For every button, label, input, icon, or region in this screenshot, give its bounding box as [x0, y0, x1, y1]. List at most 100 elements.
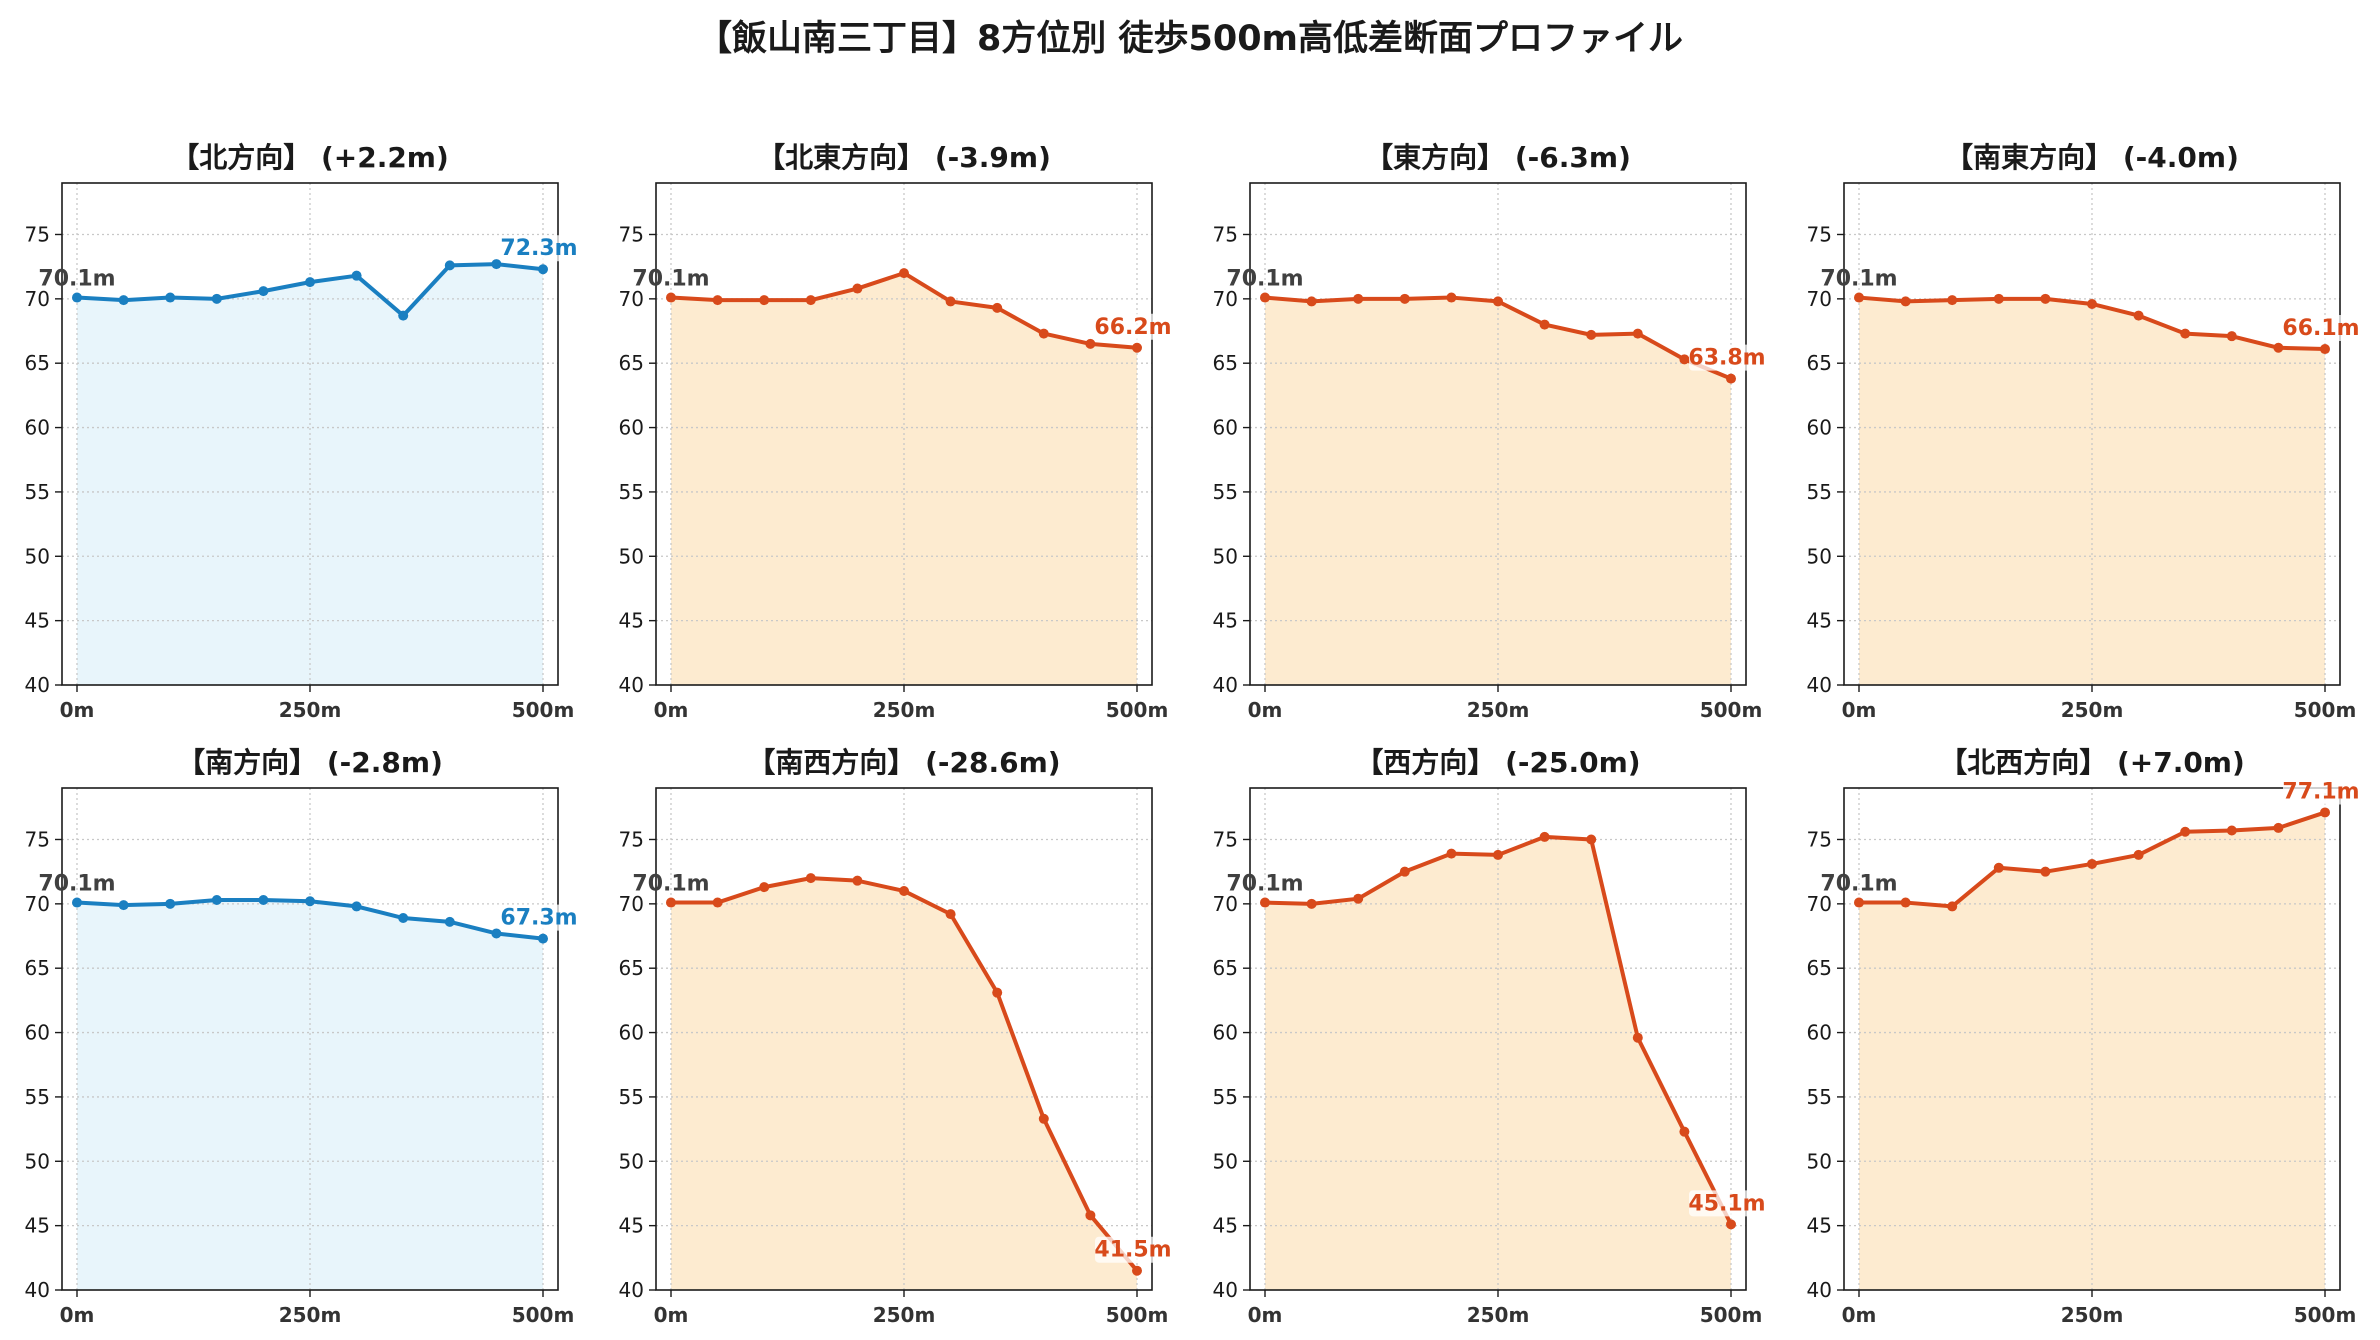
panel-7-ytick-label-0: 40 [1213, 1278, 1238, 1302]
page-title: 【飯山南三丁目】8方位別 徒歩500m高低差断面プロファイル [696, 19, 1684, 59]
panel-6-start-label: 70.1m [632, 872, 709, 897]
panel-5-xtick-label-1: 250m [279, 1303, 342, 1327]
panel-2-point-3 [805, 295, 816, 306]
panel-3-point-1 [1306, 296, 1317, 307]
panel-6-xtick-label-0: 0m [654, 1303, 689, 1327]
panel-4-ytick-label-6: 70 [1807, 287, 1832, 311]
panel-3-ytick-label-6: 70 [1213, 287, 1238, 311]
panel-5-point-5 [305, 896, 315, 907]
panel-2-xtick-label-2: 500m [1106, 698, 1169, 722]
panel-4-point-4 [2040, 293, 2051, 304]
panel-4-ytick-label-1: 45 [1807, 609, 1832, 633]
panel-6-point-8 [1038, 1113, 1049, 1124]
panel-7-point-4 [1446, 848, 1457, 859]
panel-3-xtick-label-1: 250m [1467, 698, 1530, 722]
panel-8-frame [1843, 787, 2341, 1291]
panel-4-ytick-label-4: 60 [1807, 416, 1832, 440]
panel-1-end-label-bg [501, 235, 577, 262]
panel-8-point-1 [1900, 897, 1911, 908]
panel-8-point-9 [2273, 822, 2284, 833]
panel-3-point-2 [1353, 293, 1364, 304]
panel-8-ytick-label-4: 60 [1807, 1021, 1832, 1045]
panel-4-point-3 [1993, 293, 2004, 304]
panel-8-end-label-bg [2283, 778, 2359, 805]
panel-7-frame [1249, 787, 1747, 1291]
panel-6-ytick-label-0: 40 [619, 1278, 644, 1302]
panel-8-title: 【北西方向】 (+7.0m) [1939, 746, 2245, 779]
panel-7-ytick-label-4: 60 [1213, 1021, 1238, 1045]
panel-8-point-6 [2133, 849, 2144, 860]
panel-4: 【南東方向】 (-4.0m) 40 45 50 55 60 65 70 75 0m 250m 500m… [1807, 141, 2360, 722]
panel-7-point-10 [1726, 1219, 1736, 1230]
panel-7-point-6 [1539, 831, 1550, 842]
panel-3-point-0 [1260, 292, 1270, 303]
panel-5-point-3 [211, 894, 222, 905]
panel-5-ytick-label-5: 65 [25, 956, 50, 980]
panel-8-point-0 [1854, 897, 1864, 908]
panel-3-area-fill [1265, 297, 1731, 685]
panel-4-end-label: 66.1m [2282, 316, 2359, 341]
panel-6-ytick-label-6: 70 [619, 892, 644, 916]
panel-2-point-2 [759, 295, 770, 306]
panel-1-xtick-label-0: 0m [60, 698, 95, 722]
panel-3-point-9 [1679, 354, 1690, 365]
panel-1-start-label: 70.1m [38, 267, 115, 292]
panel-5-point-0 [72, 897, 82, 908]
panel-4-end-label-bg [2283, 315, 2359, 342]
panel-6-xtick-label-2: 500m [1106, 1303, 1169, 1327]
panel-3-ytick-label-1: 45 [1213, 609, 1238, 633]
panel-5-ytick-label-1: 45 [25, 1214, 50, 1238]
panel-6-xtick-label-1: 250m [873, 1303, 936, 1327]
panel-1-point-9 [491, 259, 502, 270]
panel-7-ytick-label-6: 70 [1213, 892, 1238, 916]
panel-4-point-2 [1947, 295, 1958, 306]
panel-6-ytick-label-7: 75 [619, 827, 644, 851]
panel-2-point-0 [666, 292, 676, 303]
panel-5: 【南方向】 (-2.8m) 40 45 50 55 60 65 70 75 0m 250m 500m 7… [25, 746, 578, 1327]
panel-7-point-0 [1260, 897, 1270, 908]
panel-7-point-8 [1632, 1032, 1643, 1043]
panel-5-start-label: 70.1m [38, 872, 115, 897]
panel-3-start-label: 70.1m [1226, 267, 1303, 292]
panel-2-point-5 [899, 268, 909, 279]
panel-4-point-8 [2226, 331, 2237, 342]
panel-1-ytick-label-5: 65 [25, 351, 50, 375]
panel-2-end-label: 66.2m [1094, 315, 1171, 340]
panel-1-end-label: 72.3m [500, 236, 577, 261]
panel-5-title: 【南方向】 (-2.8m) [177, 746, 443, 779]
panel-4-title: 【南東方向】 (-4.0m) [1945, 141, 2239, 174]
panel-6-point-6 [945, 909, 956, 920]
panel-4-xtick-label-0: 0m [1842, 698, 1877, 722]
panel-5-xtick-label-0: 0m [60, 1303, 95, 1327]
panel-4-point-5 [2087, 298, 2097, 309]
panel-3-point-5 [1493, 296, 1503, 307]
panel-8-point-2 [1947, 901, 1958, 912]
panel-1-ytick-label-7: 75 [25, 222, 50, 246]
panel-2-point-4 [852, 283, 863, 294]
panel-3-point-3 [1399, 293, 1410, 304]
panel-5-end-label: 67.3m [500, 906, 577, 931]
panel-8-ytick-label-6: 70 [1807, 892, 1832, 916]
panel-5-frame [61, 787, 559, 1291]
panel-1-ytick-label-3: 55 [25, 480, 50, 504]
panel-1: 【北方向】 (+2.2m) 40 45 50 55 60 65 70 75 0m 250m 500m 7… [25, 141, 578, 722]
panel-2-xtick-label-0: 0m [654, 698, 689, 722]
panel-1-ytick-label-0: 40 [25, 673, 50, 697]
panel-8-xtick-label-1: 250m [2061, 1303, 2124, 1327]
panel-7-start-label: 70.1m [1226, 872, 1303, 897]
panel-7-xtick-label-2: 500m [1700, 1303, 1763, 1327]
panel-2-ytick-label-4: 60 [619, 416, 644, 440]
panel-7-xtick-label-0: 0m [1248, 1303, 1283, 1327]
panel-4-area-fill [1859, 297, 2325, 685]
panel-2-end-label-bg [1095, 313, 1171, 340]
panel-6-end-label-bg [1095, 1236, 1171, 1263]
panel-4-ytick-label-0: 40 [1807, 673, 1832, 697]
panel-5-ytick-label-0: 40 [25, 1278, 50, 1302]
panel-6-frame [655, 787, 1153, 1291]
panel-3-ytick-label-2: 50 [1213, 544, 1238, 568]
panel-2-point-6 [945, 296, 956, 307]
panel-8-point-7 [2180, 826, 2191, 837]
panel-3-ytick-label-4: 60 [1213, 416, 1238, 440]
panel-2-ytick-label-1: 45 [619, 609, 644, 633]
panel-4-ytick-label-5: 65 [1807, 351, 1832, 375]
